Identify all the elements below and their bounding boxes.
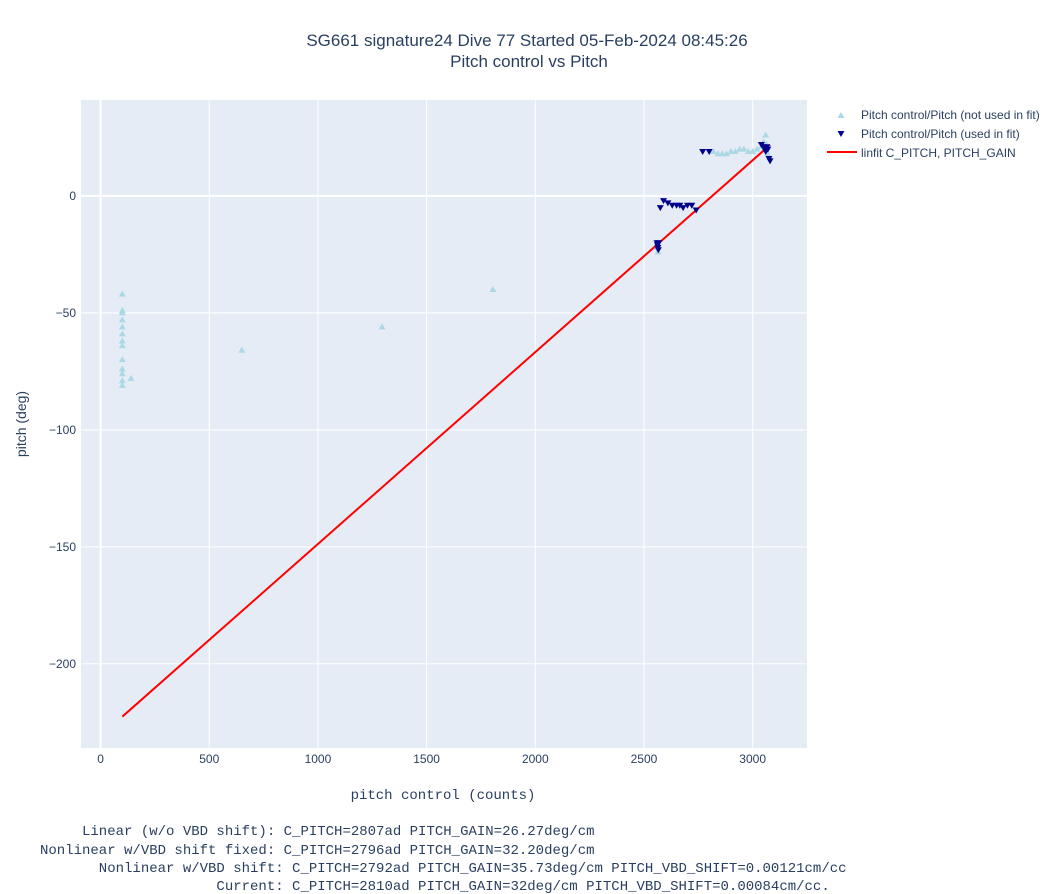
point-not-used-in-fit: [740, 145, 748, 152]
chart-subtitle: Pitch control vs Pitch: [450, 52, 608, 71]
data-points-layer: [118, 131, 774, 388]
fit-result-linear: Linear (w/o VBD shift): C_PITCH=2807ad P…: [40, 824, 595, 840]
x-tick-label: 500: [199, 752, 219, 766]
x-tick-label: 2000: [522, 752, 549, 766]
point-used-in-fit: [688, 202, 696, 209]
point-not-used-in-fit: [378, 323, 386, 330]
fit-result-current: Current: C_PITCH=2810ad PITCH_GAIN=32deg…: [40, 879, 830, 894]
point-not-used-in-fit: [762, 131, 770, 138]
grid-lines: [81, 100, 807, 748]
point-not-used-in-fit: [118, 337, 126, 344]
x-tick-label: 0: [97, 752, 104, 766]
y-axis-label: pitch (deg): [13, 391, 29, 457]
y-tick-label: −100: [49, 423, 76, 437]
x-tick-label: 1000: [305, 752, 332, 766]
legend-label-used: Pitch control/Pitch (used in fit): [861, 127, 1020, 141]
legend-item-used[interactable]: Pitch control/Pitch (used in fit): [837, 127, 1020, 141]
legend-label-linfit: linfit C_PITCH, PITCH_GAIN: [861, 146, 1016, 160]
point-used-in-fit: [692, 207, 700, 214]
point-not-used-in-fit: [731, 147, 739, 154]
y-tick-label: −50: [56, 306, 77, 320]
point-used-in-fit: [699, 148, 707, 155]
point-not-used-in-fit: [118, 290, 126, 297]
point-used-in-fit: [705, 148, 713, 155]
point-not-used-in-fit: [118, 356, 126, 363]
point-used-in-fit: [679, 205, 687, 212]
tick-labels: 0 500 1000 1500 2000 2500 3000 0 −50 −100 −150 −200: [49, 189, 766, 766]
point-used-in-fit: [656, 205, 664, 212]
y-tick-label: −150: [49, 540, 76, 554]
point-used-in-fit: [655, 240, 663, 247]
point-not-used-in-fit: [710, 147, 718, 154]
point-not-used-in-fit: [118, 370, 126, 377]
x-tick-label: 1500: [413, 752, 440, 766]
x-tick-label: 3000: [739, 752, 766, 766]
y-tick-label: −200: [49, 657, 76, 671]
legend[interactable]: Pitch control/Pitch (not used in fit) Pi…: [827, 108, 1040, 160]
legend-label-not-used: Pitch control/Pitch (not used in fit): [861, 108, 1040, 122]
legend-item-linfit[interactable]: linfit C_PITCH, PITCH_GAIN: [827, 146, 1016, 160]
point-used-in-fit: [764, 146, 772, 153]
point-used-in-fit: [664, 200, 672, 207]
fit-result-nonlinear-shift: Nonlinear w/VBD shift: C_PITCH=2792ad PI…: [40, 861, 847, 877]
point-not-used-in-fit: [723, 150, 731, 157]
plot-background: [81, 100, 807, 748]
point-not-used-in-fit: [118, 381, 126, 388]
point-not-used-in-fit: [118, 330, 126, 337]
point-not-used-in-fit: [118, 323, 126, 330]
point-not-used-in-fit: [489, 285, 497, 292]
point-not-used-in-fit: [749, 147, 757, 154]
legend-triangle-down-icon: [837, 131, 845, 137]
point-not-used-in-fit: [753, 145, 761, 152]
legend-triangle-up-icon: [837, 112, 845, 118]
point-not-used-in-fit: [118, 309, 126, 316]
point-used-in-fit: [676, 202, 684, 209]
point-not-used-in-fit: [118, 316, 126, 323]
point-not-used-in-fit: [118, 342, 126, 349]
point-not-used-in-fit: [764, 150, 772, 157]
fit-results: Linear (w/o VBD shift): C_PITCH=2807ad P…: [40, 824, 847, 894]
point-not-used-in-fit: [118, 377, 126, 384]
point-not-used-in-fit: [118, 365, 126, 372]
point-not-used-in-fit: [127, 374, 135, 381]
point-used-in-fit: [766, 158, 774, 165]
y-tick-label: 0: [69, 189, 76, 203]
point-not-used-in-fit: [238, 346, 246, 353]
x-axis-label: pitch control (counts): [351, 788, 536, 804]
legend-item-not-used[interactable]: Pitch control/Pitch (not used in fit): [837, 108, 1040, 122]
fit-result-nonlinear-fixed: Nonlinear w/VBD shift fixed: C_PITCH=279…: [40, 843, 595, 859]
x-tick-label: 2500: [631, 752, 658, 766]
chart-title: SG661 signature24 Dive 77 Started 05-Feb…: [306, 31, 747, 50]
point-used-in-fit: [654, 247, 662, 254]
point-used-in-fit: [660, 198, 668, 205]
